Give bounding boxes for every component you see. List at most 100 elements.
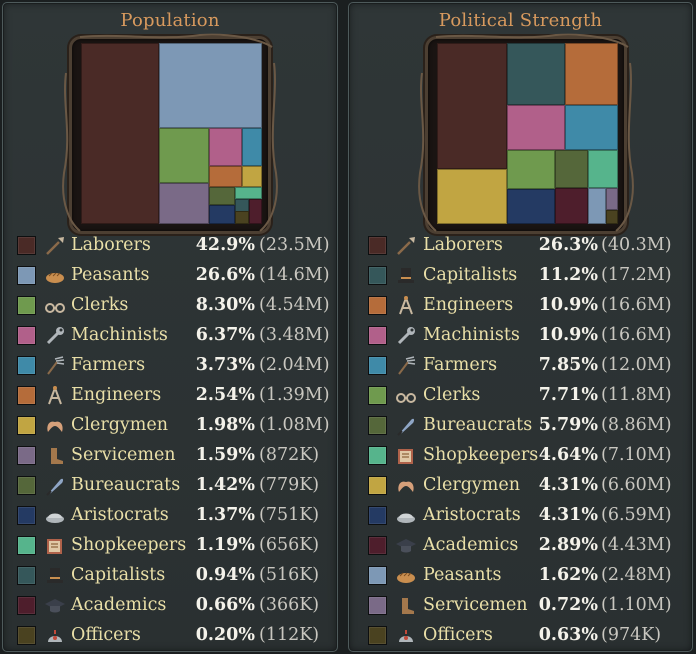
pop-row-laborers[interactable]: Laborers 26.3% (40.3M) <box>349 231 692 261</box>
boot-icon <box>394 594 418 618</box>
political-treemap-frame <box>418 33 634 234</box>
treemap-cell-clerks[interactable] <box>159 128 209 183</box>
pop-row-officers[interactable]: Officers 0.63% (974K) <box>349 621 692 651</box>
pop-row-clerks[interactable]: Clerks 8.30% (4.54M) <box>3 291 337 321</box>
pop-row-clerks[interactable]: Clerks 7.71% (11.8M) <box>349 381 692 411</box>
pop-row-laborers[interactable]: Laborers 42.9% (23.5M) <box>3 231 337 261</box>
treemap-cell-capitalists[interactable] <box>507 43 565 105</box>
pop-type-name: Capitalists <box>71 565 166 585</box>
population-treemap[interactable] <box>81 43 262 224</box>
treemap-cell-farmers[interactable] <box>565 105 618 150</box>
pop-row-aristocrats[interactable]: Aristocrats 1.37% (751K) <box>3 501 337 531</box>
treemap-cell-officers[interactable] <box>235 211 249 224</box>
political-strength-panel: Political Strength Laborers 26.3% (40.3M) C… <box>348 2 693 652</box>
pop-amount: (16.6M) <box>601 295 672 315</box>
pop-percent: 1.42% <box>195 475 255 495</box>
vine-ornament-icon <box>62 33 278 232</box>
treemap-cell-clerks[interactable] <box>507 150 555 189</box>
pop-row-farmers[interactable]: Farmers 3.73% (2.04M) <box>3 351 337 381</box>
treemap-cell-aristocrats[interactable] <box>507 189 555 224</box>
treemap-cell-bureaucrats[interactable] <box>555 150 588 188</box>
political-treemap[interactable] <box>437 43 618 224</box>
pop-percent: 11.2% <box>538 265 598 285</box>
pop-row-servicemen[interactable]: Servicemen 1.59% (872K) <box>3 441 337 471</box>
color-swatch <box>368 386 387 405</box>
treemap-cell-peasants[interactable] <box>588 188 606 224</box>
pop-row-clergymen[interactable]: Clergymen 4.31% (6.60M) <box>349 471 692 501</box>
pop-row-capitalists[interactable]: Capitalists 11.2% (17.2M) <box>349 261 692 291</box>
treemap-cell-servicemen[interactable] <box>606 188 618 210</box>
pop-row-machinists[interactable]: Machinists 6.37% (3.48M) <box>3 321 337 351</box>
color-swatch <box>368 296 387 315</box>
political-strength-title: Political Strength <box>438 10 603 31</box>
pop-row-engineers[interactable]: Engineers 10.9% (16.6M) <box>349 291 692 321</box>
pop-amount: (2.04M) <box>259 355 330 375</box>
pop-amount: (656K) <box>259 535 320 555</box>
treemap-cell-aristocrats[interactable] <box>209 205 235 224</box>
pop-amount: (112K) <box>259 625 320 645</box>
ledger-icon <box>394 444 418 468</box>
pop-row-clergymen[interactable]: Clergymen 1.98% (1.08M) <box>3 411 337 441</box>
pitchfork-icon <box>43 354 67 378</box>
treemap-cell-officers[interactable] <box>606 210 618 224</box>
treemap-cell-machinists[interactable] <box>507 105 565 150</box>
pop-row-peasants[interactable]: Peasants 1.62% (2.48M) <box>349 561 692 591</box>
pop-row-shopkeepers[interactable]: Shopkeepers 1.19% (656K) <box>3 531 337 561</box>
treemap-cell-clergymen[interactable] <box>437 169 507 224</box>
pop-row-farmers[interactable]: Farmers 7.85% (12.0M) <box>349 351 692 381</box>
treemap-cell-servicemen[interactable] <box>159 183 209 224</box>
pop-row-engineers[interactable]: Engineers 2.54% (1.39M) <box>3 381 337 411</box>
pop-row-bureaucrats[interactable]: Bureaucrats 1.42% (779K) <box>3 471 337 501</box>
color-swatch <box>368 566 387 585</box>
ledger-icon <box>43 534 67 558</box>
pop-row-peasants[interactable]: Peasants 26.6% (14.6M) <box>3 261 337 291</box>
pop-row-academics[interactable]: Academics 0.66% (366K) <box>3 591 337 621</box>
pop-type-name: Aristocrats <box>423 505 521 525</box>
pop-row-bureaucrats[interactable]: Bureaucrats 5.79% (8.86M) <box>349 411 692 441</box>
pop-type-name: Machinists <box>423 325 520 345</box>
color-swatch <box>17 416 36 435</box>
pop-percent: 1.37% <box>195 505 255 525</box>
treemap-cell-machinists[interactable] <box>209 128 242 166</box>
color-swatch <box>368 626 387 645</box>
pop-row-academics[interactable]: Academics 2.89% (4.43M) <box>349 531 692 561</box>
vine-ornament-icon <box>418 33 634 232</box>
treemap-cell-engineers[interactable] <box>565 43 618 105</box>
pop-type-name: Clerks <box>423 385 481 405</box>
treemap-cell-bureaucrats[interactable] <box>209 187 235 205</box>
pop-amount: (3.48M) <box>259 325 330 345</box>
treemap-cell-laborers[interactable] <box>81 43 159 224</box>
pop-type-name: Clergymen <box>71 415 169 435</box>
quill-icon <box>394 414 418 438</box>
pop-row-officers[interactable]: Officers 0.20% (112K) <box>3 621 337 651</box>
treemap-cell-academics[interactable] <box>249 199 262 224</box>
pop-row-aristocrats[interactable]: Aristocrats 4.31% (6.59M) <box>349 501 692 531</box>
treemap-cell-academics[interactable] <box>555 188 588 224</box>
treemap-cell-peasants[interactable] <box>159 43 262 128</box>
treemap-cell-laborers[interactable] <box>437 43 507 169</box>
pop-amount: (17.2M) <box>601 265 672 285</box>
pop-type-name: Engineers <box>71 385 162 405</box>
pop-row-capitalists[interactable]: Capitalists 0.94% (516K) <box>3 561 337 591</box>
treemap-cell-clergymen[interactable] <box>242 166 262 187</box>
pop-percent: 4.31% <box>538 505 598 525</box>
color-swatch <box>17 266 36 285</box>
pop-percent: 2.89% <box>538 535 598 555</box>
color-swatch <box>368 596 387 615</box>
pop-percent: 10.9% <box>538 295 598 315</box>
pop-amount: (872K) <box>259 445 320 465</box>
color-swatch <box>17 446 36 465</box>
pop-row-machinists[interactable]: Machinists 10.9% (16.6M) <box>349 321 692 351</box>
population-title: Population <box>120 10 220 31</box>
mortarboard-icon <box>394 534 418 558</box>
treemap-cell-farmers[interactable] <box>242 128 262 166</box>
color-swatch <box>17 476 36 495</box>
pop-row-shopkeepers[interactable]: Shopkeepers 4.64% (7.10M) <box>349 441 692 471</box>
treemap-cell-shopkeepers[interactable] <box>235 187 262 199</box>
pop-percent: 26.3% <box>538 235 598 255</box>
treemap-cell-engineers[interactable] <box>209 166 242 187</box>
pop-row-servicemen[interactable]: Servicemen 0.72% (1.10M) <box>349 591 692 621</box>
treemap-cell-shopkeepers[interactable] <box>588 150 618 188</box>
pop-type-name: Farmers <box>71 355 146 375</box>
